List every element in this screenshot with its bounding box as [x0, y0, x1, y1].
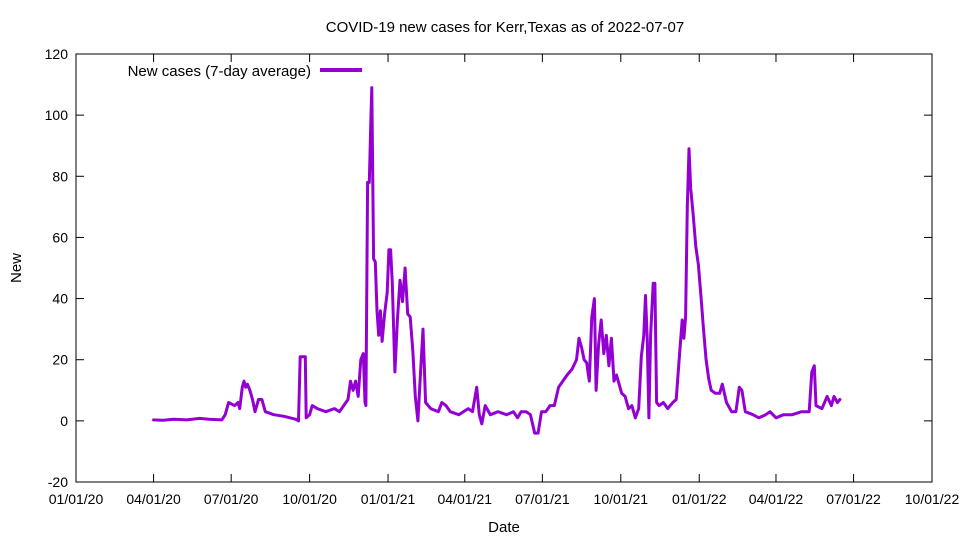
x-axis-ticks: 01/01/20 04/01/20 07/01/20 10/01/20 01/01/21…	[49, 54, 960, 507]
y-tick-label: 100	[45, 107, 69, 123]
y-tick-label: -20	[48, 474, 68, 490]
series-line-new-cases	[152, 86, 842, 435]
x-tick-label: 07/01/20	[204, 491, 259, 507]
x-tick-label: 04/01/22	[749, 491, 804, 507]
y-tick-label: 40	[52, 291, 68, 307]
y-axis-ticks: -20 0 20 40 60 80 100 120	[45, 46, 932, 490]
x-tick-label: 01/01/22	[672, 491, 727, 507]
x-axis-title: Date	[488, 519, 520, 536]
legend-label: New cases (7-day average)	[128, 63, 311, 80]
x-tick-label: 04/01/20	[126, 491, 181, 507]
y-tick-label: 0	[60, 413, 68, 429]
x-tick-label: 01/01/20	[49, 491, 104, 507]
y-tick-label: 60	[52, 229, 68, 245]
x-tick-label: 04/01/21	[438, 491, 493, 507]
x-tick-label: 10/01/21	[594, 491, 649, 507]
chart-title: COVID-19 new cases for Kerr,Texas as of …	[326, 19, 685, 36]
y-tick-label: 80	[52, 168, 68, 184]
x-tick-label: 07/01/22	[826, 491, 881, 507]
x-tick-label: 01/01/21	[361, 491, 416, 507]
x-tick-label: 10/01/22	[905, 491, 960, 507]
plot-area-border	[75, 53, 933, 483]
x-tick-label: 10/01/20	[282, 491, 337, 507]
y-tick-label: 20	[52, 352, 68, 368]
legend: New cases (7-day average)	[128, 63, 362, 80]
y-axis-title: New	[8, 253, 25, 283]
y-tick-label: 120	[45, 46, 69, 62]
x-tick-label: 07/01/21	[515, 491, 570, 507]
